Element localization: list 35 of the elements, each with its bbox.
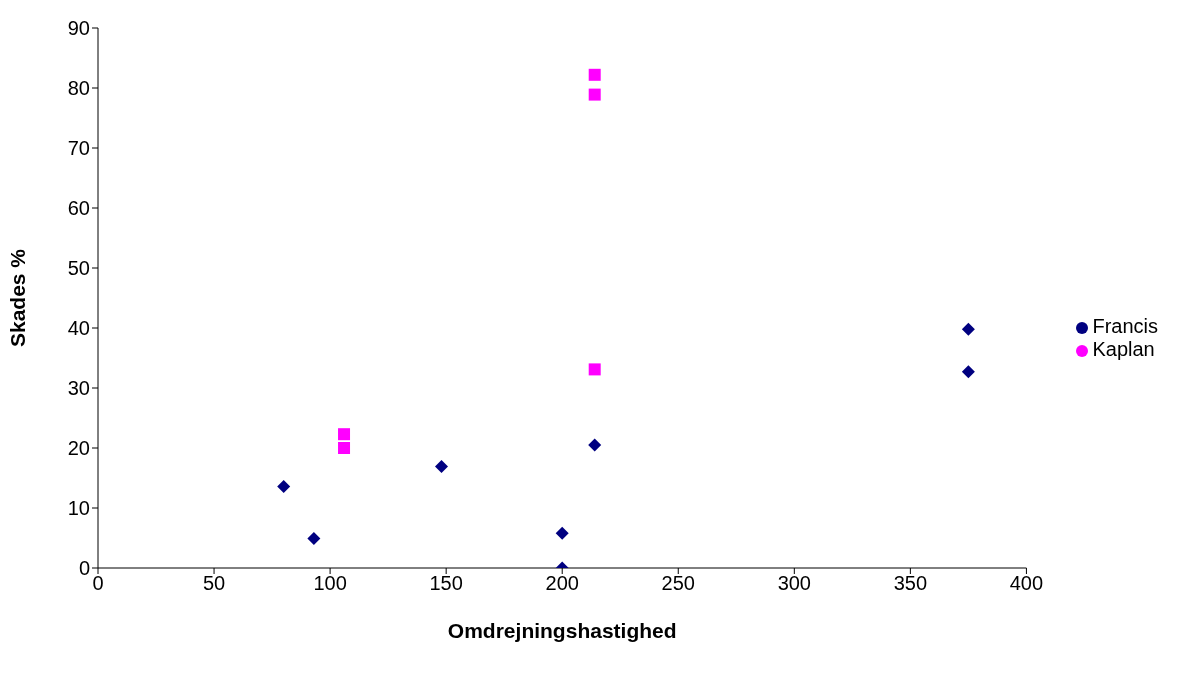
y-tick-label: 40 xyxy=(67,317,90,340)
legend-label: Francis xyxy=(1092,315,1158,337)
y-tick-label: 90 xyxy=(67,17,90,40)
x-tick-label: 400 xyxy=(1009,572,1044,595)
x-tick-label: 350 xyxy=(893,572,928,595)
x-tick-label: 100 xyxy=(313,572,347,595)
x-axis-title: Omdrejningshastighed xyxy=(447,619,677,642)
y-tick-label: 20 xyxy=(67,437,90,460)
y-axis-title: Skades % xyxy=(6,248,30,348)
y-tick-label: 50 xyxy=(67,257,90,280)
x-tick-label: 50 xyxy=(202,572,226,595)
x-tick-label: 0 xyxy=(92,572,104,595)
point xyxy=(588,363,601,376)
point xyxy=(435,460,449,474)
y-tick-label: 10 xyxy=(67,497,90,520)
y-tick-label: 80 xyxy=(67,77,90,100)
point xyxy=(588,88,601,101)
legend-label: Kaplan xyxy=(1092,338,1155,360)
point xyxy=(961,322,975,336)
point xyxy=(338,442,351,454)
y-tick-label: 0 xyxy=(78,557,90,580)
x-tick-label: 200 xyxy=(545,572,579,595)
y-tick-label: 70 xyxy=(67,137,90,160)
point xyxy=(555,526,569,540)
point xyxy=(588,68,601,81)
point xyxy=(961,365,975,379)
y-tick-label: 30 xyxy=(67,377,90,400)
point xyxy=(277,479,291,493)
y-tick-label: 60 xyxy=(67,197,90,220)
point xyxy=(307,532,321,546)
x-tick-label: 300 xyxy=(777,572,811,595)
point xyxy=(588,438,602,452)
x-tick-label: 250 xyxy=(661,572,695,595)
x-tick-label: 150 xyxy=(429,572,463,595)
point xyxy=(338,428,351,441)
